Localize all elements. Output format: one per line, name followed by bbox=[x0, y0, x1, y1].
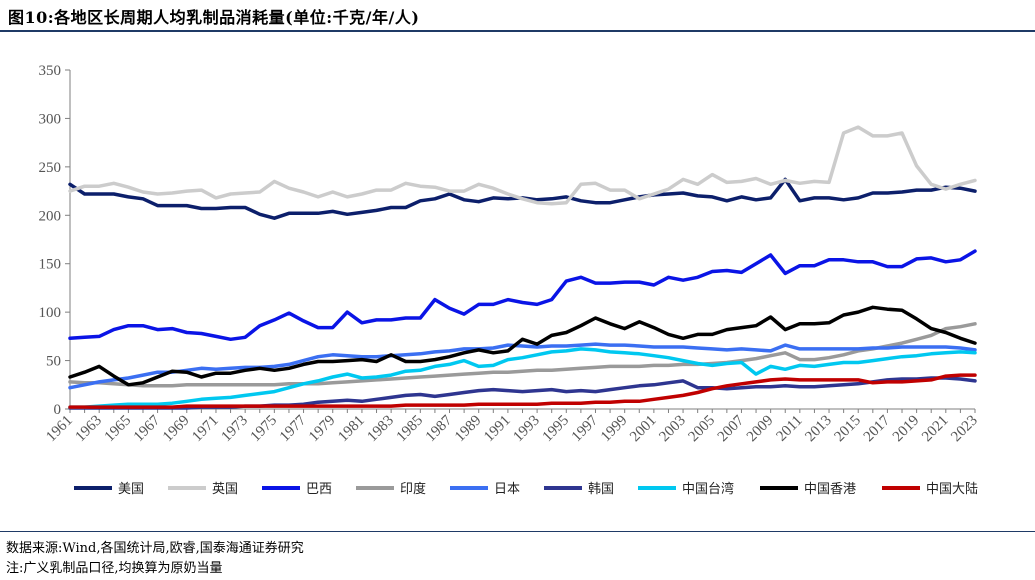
title-divider bbox=[0, 30, 1035, 32]
x-tick-label: 1977 bbox=[277, 412, 310, 445]
y-tick-label: 200 bbox=[39, 208, 62, 224]
x-tick-label: 1989 bbox=[452, 413, 485, 446]
chart-axes: 0 50 100 150 200 250 300 350 1961196319651967196… bbox=[39, 63, 981, 445]
y-tick-label: 50 bbox=[46, 354, 61, 370]
source-note: 数据来源:Wind,各国统计局,欧睿,国泰海通证券研究 bbox=[6, 541, 304, 556]
x-tick-label: 2007 bbox=[715, 412, 748, 445]
legend-label: 中国大陆 bbox=[926, 481, 978, 497]
x-tick-label: 1985 bbox=[394, 413, 427, 446]
x-tick-label: 1997 bbox=[569, 412, 602, 445]
x-tick-label: 2009 bbox=[744, 413, 777, 446]
x-tick-label: 1967 bbox=[131, 412, 164, 445]
footnote: 注:广义乳制品口径,均换算为原奶当量 bbox=[6, 561, 223, 576]
series-line-巴西 bbox=[68, 249, 977, 342]
x-tick-label: 2017 bbox=[861, 412, 894, 445]
legend-label: 美国 bbox=[118, 482, 144, 497]
x-tick-label: 1999 bbox=[598, 413, 631, 446]
x-tick-label: 2019 bbox=[890, 413, 923, 446]
x-tick-label: 1971 bbox=[189, 413, 222, 446]
y-tick-label: 150 bbox=[39, 257, 62, 273]
x-tick-label: 1981 bbox=[335, 413, 368, 446]
x-tick-label: 1961 bbox=[43, 413, 76, 446]
x-tick-label: 1991 bbox=[481, 413, 514, 446]
y-tick-label: 350 bbox=[39, 63, 62, 79]
legend-label: 中国台湾 bbox=[682, 481, 734, 497]
x-tick-label: 2023 bbox=[948, 413, 981, 446]
series-line-中国台湾 bbox=[68, 347, 977, 409]
x-tick-label: 1983 bbox=[364, 413, 397, 446]
chart-series bbox=[68, 125, 977, 410]
series-line-中国香港 bbox=[68, 305, 977, 387]
legend-label: 中国香港 bbox=[804, 482, 856, 497]
x-tick-label: 1995 bbox=[540, 413, 573, 446]
chart-legend: 美国 英国 巴西 印度 日本 韩国 中国台湾 中国香港 中国大陆 bbox=[74, 481, 978, 497]
x-tick-label: 1987 bbox=[423, 412, 456, 445]
x-tick-label: 2011 bbox=[774, 413, 806, 445]
legend-label: 日本 bbox=[494, 482, 520, 497]
line-chart: 0 50 100 150 200 250 300 350 1961196319651967196… bbox=[39, 63, 981, 497]
figure-title: 图10:各地区长周期人均乳制品消耗量(单位:千克/年/人) bbox=[8, 8, 420, 27]
legend-label: 韩国 bbox=[588, 482, 614, 497]
x-tick-label: 1969 bbox=[160, 413, 193, 446]
y-tick-label: 100 bbox=[39, 305, 62, 321]
series-line-日本 bbox=[68, 342, 977, 390]
x-tick-label: 1973 bbox=[218, 413, 251, 446]
footer-divider bbox=[0, 531, 1035, 532]
x-tick-label: 2003 bbox=[656, 413, 689, 446]
x-tick-label: 2005 bbox=[686, 413, 719, 446]
x-tick-label: 1979 bbox=[306, 413, 339, 446]
legend-label: 巴西 bbox=[306, 482, 332, 497]
x-tick-label: 1963 bbox=[72, 413, 105, 446]
y-tick-label: 250 bbox=[39, 160, 62, 176]
series-line-英国 bbox=[68, 125, 977, 206]
x-tick-label: 2013 bbox=[802, 413, 835, 446]
x-tick-label: 2001 bbox=[627, 413, 660, 446]
legend-label: 印度 bbox=[400, 481, 426, 497]
series-line-印度 bbox=[68, 322, 977, 388]
x-tick-label: 1975 bbox=[248, 413, 281, 446]
x-tick-label: 1965 bbox=[102, 413, 135, 446]
x-tick-label: 2021 bbox=[919, 413, 952, 446]
y-tick-label: 300 bbox=[39, 111, 62, 127]
legend-label: 英国 bbox=[212, 482, 238, 497]
y-tick-label: 0 bbox=[54, 402, 62, 418]
x-tick-label: 2015 bbox=[832, 413, 865, 446]
x-tick-label: 1993 bbox=[510, 413, 543, 446]
series-line-中国大陆 bbox=[68, 373, 977, 409]
